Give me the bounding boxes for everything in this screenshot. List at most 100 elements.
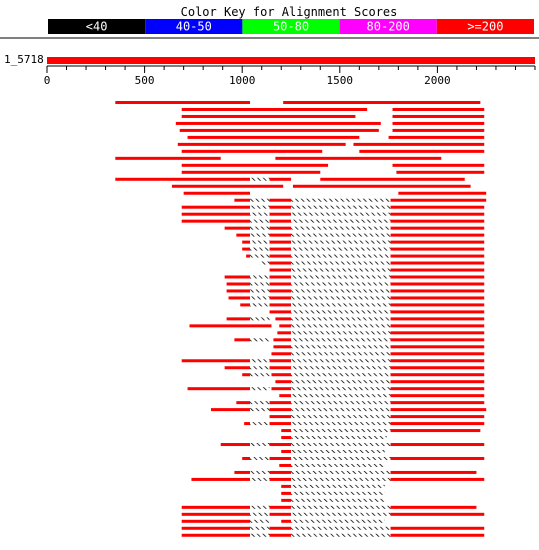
hit-row[interactable]: [277, 331, 485, 335]
hit-segment: [269, 526, 291, 530]
hit-gap-connector: [250, 505, 270, 509]
hit-gap-connector: [250, 198, 270, 202]
hit-row[interactable]: [234, 198, 487, 202]
hit-gap-connector: [291, 408, 391, 412]
hit-row[interactable]: [244, 422, 485, 426]
hit-gap-connector: [291, 498, 385, 502]
ruler-tick-label: 0: [44, 74, 51, 87]
hit-row[interactable]: [181, 519, 385, 523]
hit-row[interactable]: [271, 352, 485, 356]
hit-segment: [269, 226, 291, 230]
hit-segment: [269, 275, 291, 279]
hit-segment: [390, 331, 485, 335]
hit-row[interactable]: [242, 456, 485, 460]
hit-row[interactable]: [181, 163, 485, 167]
hit-row[interactable]: [183, 191, 487, 195]
hit-row[interactable]: [234, 338, 485, 342]
hit-row[interactable]: [171, 184, 471, 188]
hit-gap-connector: [291, 429, 391, 433]
hit-row[interactable]: [181, 505, 477, 509]
hit-row[interactable]: [224, 366, 485, 370]
hit-row[interactable]: [269, 415, 485, 419]
hit-gap-connector: [250, 219, 270, 223]
hit-row[interactable]: [281, 429, 481, 433]
hit-segment: [181, 149, 323, 153]
hit-segment: [269, 177, 291, 181]
hit-row[interactable]: [224, 275, 485, 279]
hit-row[interactable]: [281, 498, 385, 502]
hit-row[interactable]: [115, 156, 442, 160]
hit-segment: [279, 324, 291, 328]
hit-row[interactable]: [220, 443, 485, 447]
hit-segment: [183, 191, 251, 195]
hit-row[interactable]: [279, 394, 485, 398]
hit-row[interactable]: [181, 170, 485, 174]
hit-segment: [390, 310, 485, 314]
hit-row[interactable]: [242, 247, 485, 251]
hit-row[interactable]: [210, 408, 487, 412]
hit-segment: [292, 184, 471, 188]
hit-row[interactable]: [181, 212, 485, 216]
hit-row[interactable]: [269, 310, 485, 314]
hit-row[interactable]: [226, 289, 485, 293]
hit-segment: [390, 247, 485, 251]
hit-row[interactable]: [179, 128, 485, 132]
hit-row[interactable]: [187, 135, 485, 139]
hit-gap-connector: [250, 401, 270, 405]
hit-gap-connector: [291, 477, 391, 481]
hit-list: [115, 101, 487, 537]
hit-row[interactable]: [191, 477, 485, 481]
hit-gap-connector: [250, 526, 270, 530]
hit-row[interactable]: [279, 463, 385, 467]
hit-row[interactable]: [234, 470, 477, 474]
hit-segment: [398, 191, 487, 195]
hit-row[interactable]: [228, 296, 485, 300]
hit-row[interactable]: [175, 121, 485, 125]
hit-segment: [390, 387, 485, 391]
hit-row[interactable]: [177, 142, 485, 146]
hit-gap-connector: [291, 247, 391, 251]
hit-row[interactable]: [181, 149, 485, 153]
hit-gap-connector: [250, 296, 270, 300]
hit-segment: [181, 170, 321, 174]
hit-row[interactable]: [273, 345, 485, 349]
hit-row[interactable]: [226, 317, 485, 321]
color-key-item: 80-200: [339, 19, 437, 34]
hit-row[interactable]: [269, 268, 485, 272]
hit-row[interactable]: [181, 114, 485, 118]
hit-gap-connector: [291, 303, 391, 307]
hit-row[interactable]: [189, 324, 485, 328]
hit-row[interactable]: [224, 226, 485, 230]
hit-row[interactable]: [187, 387, 485, 391]
ruler-tick-label: 2000: [424, 74, 451, 87]
hit-row[interactable]: [281, 436, 387, 440]
hit-segment: [181, 526, 251, 530]
hit-row[interactable]: [275, 380, 485, 384]
hit-row[interactable]: [236, 401, 485, 405]
hit-row[interactable]: [246, 254, 485, 258]
hit-row[interactable]: [281, 484, 385, 488]
hit-gap-connector: [291, 331, 391, 335]
hit-row[interactable]: [181, 512, 485, 516]
hit-row[interactable]: [181, 219, 485, 223]
hit-segment: [269, 247, 291, 251]
hit-row[interactable]: [181, 359, 485, 363]
hit-row[interactable]: [115, 177, 465, 181]
hit-row[interactable]: [226, 282, 485, 286]
hit-row[interactable]: [181, 205, 485, 209]
hit-gap-connector: [291, 491, 385, 495]
hit-row[interactable]: [181, 107, 485, 111]
hit-row[interactable]: [281, 450, 385, 453]
hit-gap-connector: [250, 240, 270, 244]
hit-row[interactable]: [242, 240, 485, 244]
hit-row[interactable]: [181, 533, 485, 537]
hit-row[interactable]: [181, 526, 485, 530]
hit-row[interactable]: [242, 373, 485, 377]
hit-row[interactable]: [240, 303, 485, 307]
hit-segment: [181, 512, 251, 516]
hit-row[interactable]: [115, 101, 481, 104]
hit-row[interactable]: [236, 233, 485, 237]
hit-row[interactable]: [259, 261, 485, 265]
hit-row[interactable]: [281, 491, 385, 495]
